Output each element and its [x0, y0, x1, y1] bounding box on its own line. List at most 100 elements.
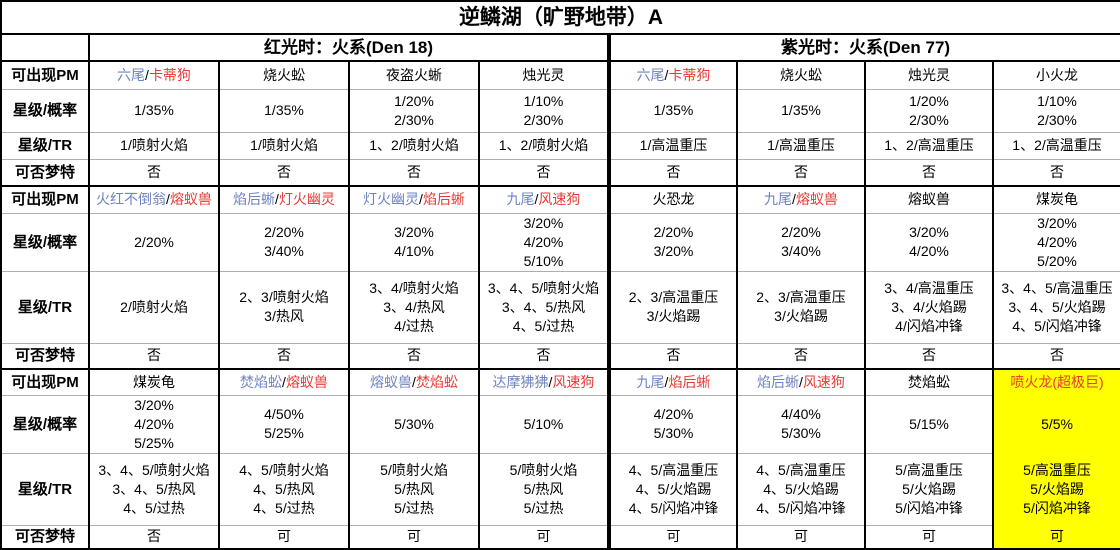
pm-cell: 火红不倒翁/熔蚁兽 — [88, 185, 219, 213]
tr-line: 5/闪焰冲锋 — [1023, 499, 1091, 516]
table-row: 可否梦特 否否否否否否否否 — [1, 158, 1120, 186]
pm-cell: 达摩狒狒/风速狗 — [478, 368, 609, 395]
pm-name: / — [282, 373, 286, 390]
tr-cell: 5/高温重压 5/火焰踢 5/闪焰冲锋 — [864, 452, 993, 525]
pm-name: 焰后蜥 — [422, 191, 465, 208]
pm-name: 风速狗 — [538, 191, 581, 208]
tr-cell: 5/喷射火焰 5/热风 5/过热 — [348, 452, 479, 525]
prob-line: 3/20% — [394, 224, 434, 240]
dream-cell: 否 — [348, 158, 479, 186]
pm-cell: 喷火龙(超极巨) — [991, 368, 1120, 395]
prob-line: 5/25% — [134, 434, 174, 451]
corner-cell — [1, 33, 89, 61]
tr-cell: 1、2/喷射火焰 — [348, 131, 479, 159]
dream-cell: 否 — [88, 158, 219, 186]
prob-cell: 2/20% 3/20% — [607, 212, 737, 271]
prob-cell: 5/5% — [991, 394, 1120, 453]
prob-line: 2/20% — [653, 224, 694, 240]
tr-line: 1、2/高温重压 — [884, 137, 974, 153]
tr-cell: 2、3/高温重压 3/火焰踢 — [607, 270, 737, 343]
group-header-purple: 紫光时：火系(Den 77) — [606, 33, 1120, 61]
prob-line: 2/30% — [909, 111, 949, 128]
pm-cell: 焰后蜥/灯火幽灵 — [218, 185, 349, 213]
tr-line: 3/热风 — [264, 308, 304, 324]
table-row: 可出现PM 火红不倒翁/熔蚁兽 焰后蜥/灯火幽灵 灯火幽灵/焰后蜥 九尾/风速狗 火恐龙… — [1, 185, 1120, 213]
pm-cell: 火恐龙 — [607, 185, 737, 213]
tr-cell: 1/喷射火焰 — [218, 131, 349, 159]
prob-line: 2/20% — [134, 233, 174, 250]
row-label-dream: 可否梦特 — [1, 524, 89, 549]
prob-line: 3/40% — [781, 243, 821, 259]
tr-line: 5/高温重压 — [1023, 461, 1091, 478]
dream-cell: 否 — [478, 342, 609, 369]
prob-cell: 1/35% — [88, 88, 219, 132]
tr-line: 2、3/高温重压 — [628, 289, 719, 305]
tr-line: 4、5/喷射火焰 — [239, 461, 329, 478]
tr-line: 3、4、5/喷射火焰 — [487, 279, 600, 296]
tr-line: 1、2/喷射火焰 — [369, 137, 459, 153]
row-label-tr: 星级/TR — [1, 270, 89, 343]
prob-line: 4/40% — [781, 406, 821, 422]
tr-cell: 1/高温重压 — [607, 131, 737, 159]
prob-line: 3/20% — [1037, 214, 1077, 231]
pm-name: 焚焰蚣 — [240, 373, 283, 390]
pm-name: / — [166, 191, 170, 208]
prob-line: 4/20% — [523, 233, 564, 250]
prob-cell: 4/20% 5/30% — [607, 394, 737, 453]
dream-cell: 否 — [736, 342, 865, 369]
pm-name: 九尾 — [506, 191, 535, 208]
pm-name: 卡蒂狗 — [668, 66, 711, 83]
tr-line: 2、3/喷射火焰 — [239, 289, 329, 305]
pm-name: 小火龙 — [1036, 66, 1079, 83]
page-title: 逆鳞湖（旷野地带）A — [458, 5, 664, 29]
tr-cell: 3、4、5/喷射火焰 3、4、5/热风 4、5/过热 — [478, 270, 609, 343]
dream-cell: 否 — [88, 524, 219, 549]
table-row: 星级/概率 2/20% 2/20% 3/40% 3/20% 4/10% 3/20% 4/20… — [1, 212, 1120, 271]
tr-cell: 1、2/高温重压 — [864, 131, 993, 159]
tr-cell: 3、4/高温重压 3、4/火焰踢 4/闪焰冲锋 — [864, 270, 993, 343]
tr-line: 4、5/热风 — [253, 480, 315, 497]
prob-line: 5/30% — [653, 425, 694, 441]
tr-line: 4、5/过热 — [253, 499, 315, 516]
pm-name: / — [275, 191, 279, 208]
tr-line: 4/过热 — [394, 317, 434, 334]
prob-cell: 1/35% — [607, 88, 737, 132]
tr-line: 1/高温重压 — [767, 137, 835, 153]
tr-line: 3、4/喷射火焰 — [369, 279, 459, 296]
pm-name: / — [534, 191, 539, 208]
pm-cell: 焚焰蚣 — [864, 368, 993, 395]
prob-line: 3/20% — [653, 243, 694, 259]
tr-cell: 1、2/高温重压 — [991, 131, 1120, 159]
prob-cell: 2/20% 3/40% — [218, 212, 349, 271]
pm-name: / — [792, 191, 796, 208]
tr-line: 3/火焰踢 — [646, 308, 701, 324]
pm-name: 卡蒂狗 — [148, 66, 191, 83]
pm-name: 熔蚁兽 — [169, 191, 212, 208]
pm-name: 烧火蚣 — [780, 66, 822, 83]
row-label-pm: 可出现PM — [1, 60, 89, 89]
prob-line: 5/30% — [781, 425, 821, 441]
row-label-tr: 星级/TR — [1, 131, 89, 159]
pm-name: 九尾 — [636, 373, 665, 390]
tr-line: 3/火焰踢 — [774, 308, 828, 324]
pm-cell: 烧火蚣 — [736, 60, 865, 89]
prob-line: 5/15% — [909, 415, 949, 432]
pm-name: 烛光灵 — [522, 66, 565, 83]
prob-line: 1/10% — [523, 92, 564, 109]
prob-cell: 4/40% 5/30% — [736, 394, 865, 453]
tr-line: 4、5/闪焰冲锋 — [756, 499, 846, 516]
prob-line: 1/35% — [653, 102, 694, 118]
pm-name: / — [412, 373, 416, 390]
pm-name: 灯火幽灵 — [278, 191, 335, 208]
tr-line: 2、3/高温重压 — [756, 289, 846, 305]
dream-cell: 可 — [864, 524, 993, 549]
pm-name: 六尾 — [117, 66, 146, 83]
tr-line: 1、2/高温重压 — [1012, 137, 1102, 153]
prob-cell: 1/35% — [736, 88, 865, 132]
dream-cell: 可 — [348, 524, 479, 549]
prob-line: 3/40% — [264, 243, 304, 259]
pm-cell: 六尾/卡蒂狗 — [607, 60, 737, 89]
prob-line: 2/30% — [394, 111, 434, 128]
prob-cell: 3/20% 4/10% — [348, 212, 479, 271]
